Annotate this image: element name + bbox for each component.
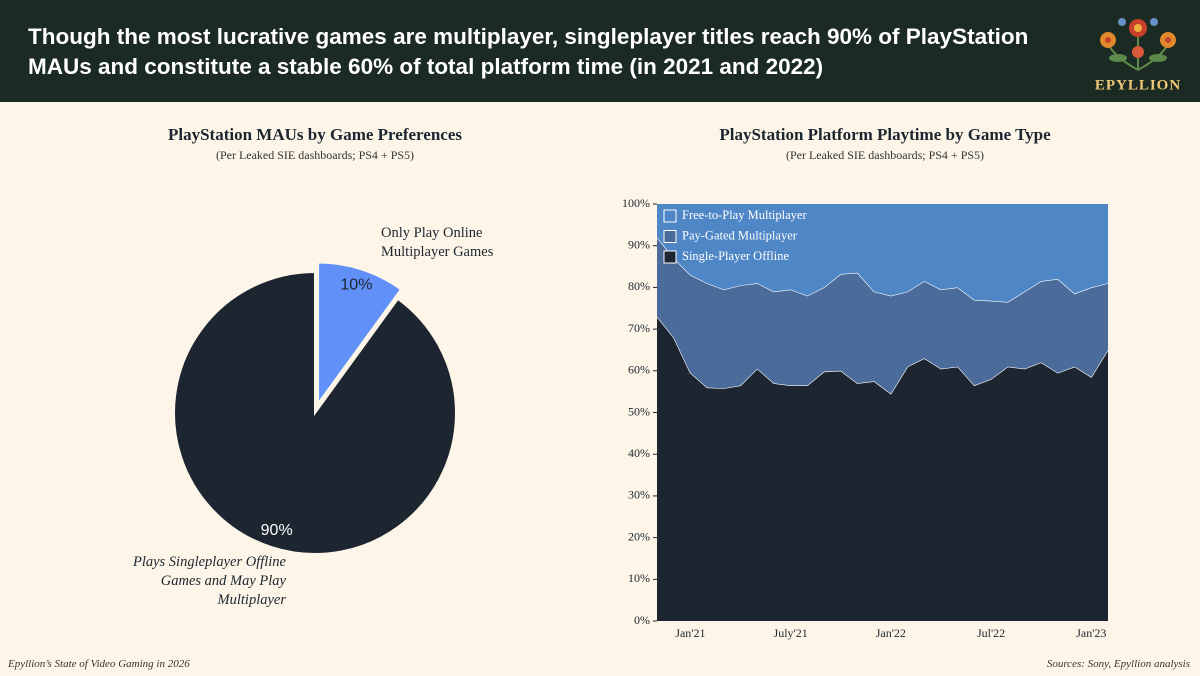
legend-label: Pay-Gated Multiplayer: [682, 228, 798, 242]
value-label: 10%: [340, 277, 372, 294]
y-tick-label: 10%: [628, 571, 650, 585]
header-band: [0, 0, 1200, 102]
area: [657, 316, 1108, 621]
legend-label: Free-to-Play Multiplayer: [682, 208, 807, 222]
logo-text: EPYLLION: [1095, 77, 1181, 93]
area: [657, 204, 1108, 302]
pie-slice: [173, 270, 457, 555]
footer-right: Sources: Sony, Epyllion analysis: [1046, 658, 1190, 670]
y-tick-label: 60%: [628, 363, 650, 377]
x-tick-label: Jan'21: [675, 626, 705, 640]
page-title: Though the most lucrative games are mult…: [28, 24, 1029, 79]
chart-subtitle: (Per Leaked SIE dashboards; PS4 + PS5): [786, 148, 984, 162]
y-tick-label: 50%: [628, 404, 650, 418]
chart-title: PlayStation Platform Playtime by Game Ty…: [719, 125, 1051, 144]
y-tick-label: 100%: [622, 196, 650, 210]
x-tick-label: July'21: [774, 626, 808, 640]
legend-label: Single-Player Offline: [682, 249, 789, 263]
legend-swatch: [663, 209, 677, 223]
chart-title: PlayStation MAUs by Game Preferences: [168, 125, 462, 144]
y-tick-label: 70%: [628, 321, 650, 335]
legend-swatch: [663, 250, 677, 264]
x-tick-label: Jul'22: [977, 626, 1005, 640]
y-tick-label: 40%: [628, 446, 650, 460]
chart-subtitle: (Per Leaked SIE dashboards; PS4 + PS5): [216, 148, 414, 162]
category-label: Plays Singleplayer Offline Games and May…: [132, 554, 286, 608]
pie-slice: [317, 261, 403, 407]
x-tick-label: Jan'23: [1076, 626, 1106, 640]
x-tick-label: Jan'22: [876, 626, 906, 640]
y-tick-label: 20%: [628, 529, 650, 543]
logo-flowers: [1100, 18, 1176, 71]
y-tick-label: 30%: [628, 488, 650, 502]
y-tick-label: 0%: [634, 613, 650, 627]
footer-left: Epyllion’s State of Video Gaming in 2026: [8, 658, 190, 670]
value-label: 90%: [261, 522, 293, 539]
category-label: Only Play Online Multiplayer Games: [381, 225, 494, 260]
legend-swatch: [663, 230, 677, 243]
y-tick-label: 80%: [628, 279, 650, 293]
area: [657, 237, 1108, 394]
y-tick-label: 90%: [628, 237, 650, 251]
